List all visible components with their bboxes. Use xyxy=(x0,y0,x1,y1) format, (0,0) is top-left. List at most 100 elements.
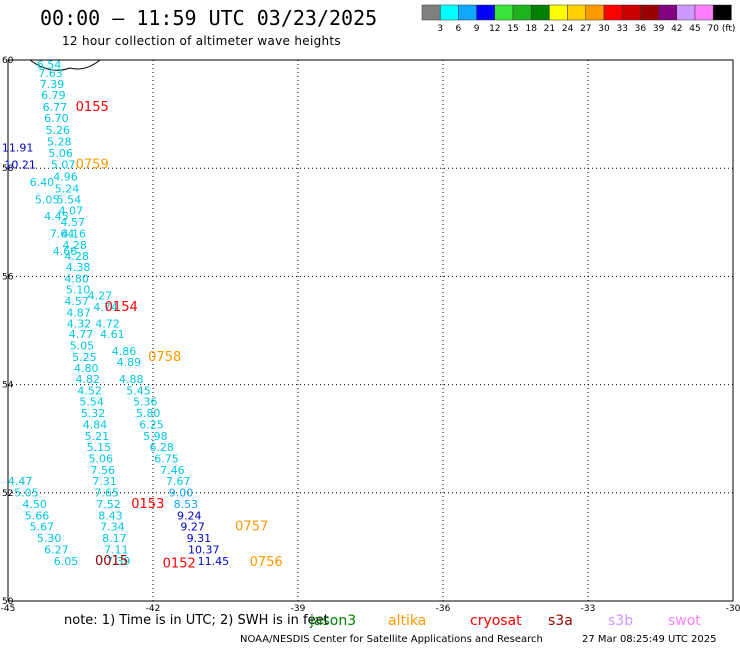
x-tick-label: -33 xyxy=(581,604,596,614)
wave-height-label: 5.98 xyxy=(143,430,168,443)
y-tick-label: 50 xyxy=(2,597,14,607)
credit-timestamp: 27 Mar 08:25:49 UTC 2025 xyxy=(582,634,717,645)
wave-height-label: 4.77 xyxy=(69,328,94,341)
grid-lines xyxy=(8,60,733,601)
colorbar-label: 36 xyxy=(635,24,647,34)
wave-height-label: 5.36 xyxy=(133,396,158,409)
x-tick-label: -30 xyxy=(726,604,740,614)
colorbar-swatch xyxy=(640,4,659,21)
x-tick-label: -36 xyxy=(436,604,451,614)
colorbar-label: 70 xyxy=(707,24,719,34)
wave-height-label: 6.79 xyxy=(41,89,66,102)
x-tick-label: -39 xyxy=(291,604,306,614)
wave-height-label: 5.24 xyxy=(55,183,80,196)
wave-height-label: 5.10 xyxy=(66,284,91,297)
y-tick-label: 56 xyxy=(2,272,14,282)
wave-height-label: 5.32 xyxy=(81,407,106,420)
colorbar-swatch xyxy=(494,4,514,21)
wave-height-label: 4.32 xyxy=(67,317,92,330)
pass-time-label: 0758 xyxy=(148,350,181,365)
colorbar-swatch xyxy=(585,4,605,21)
wave-height-label: 4.84 xyxy=(83,418,108,431)
wave-height-label: 11.45 xyxy=(198,555,230,568)
wave-height-label: 9.00 xyxy=(169,487,194,500)
wave-height-label: 6.54 xyxy=(37,59,62,72)
wave-height-label: 7.46 xyxy=(160,464,185,477)
wave-height-label: 5.28 xyxy=(47,135,72,148)
colorbar-label: 39 xyxy=(653,24,665,34)
wave-height-label: 6.75 xyxy=(154,453,179,466)
wave-height-label: 4.96 xyxy=(53,171,78,184)
colorbar-label: 21 xyxy=(544,24,555,34)
colorbar-swatch xyxy=(567,4,587,21)
colorbar-swatch xyxy=(621,4,641,21)
wave-height-label: 7.65 xyxy=(94,487,119,500)
colorbar-label: 6 xyxy=(456,24,462,34)
pass-time-label: 0757 xyxy=(235,520,268,535)
pass-time-label: 0155 xyxy=(76,100,109,115)
colorbar-swatch xyxy=(458,4,477,21)
colorbar-label: 12 xyxy=(489,24,500,34)
colorbar-swatch xyxy=(512,4,532,21)
wave-height-label: 4.52 xyxy=(77,384,102,397)
colorbar-swatch xyxy=(694,4,714,21)
wave-height-label: 4.87 xyxy=(66,306,91,319)
wave-height-label: 10.37 xyxy=(188,543,220,556)
colorbar-label: 24 xyxy=(562,24,574,34)
wave-height-label: 4.57 xyxy=(64,295,89,308)
footer-note: note: 1) Time is in UTC; 2) SWH is in fe… xyxy=(64,613,329,628)
wave-height-label: 5.30 xyxy=(37,532,62,545)
colorbar-label: 15 xyxy=(507,24,518,34)
colorbar-swatch xyxy=(476,4,496,21)
wave-height-label: 6.70 xyxy=(44,112,69,125)
colorbar-swatch xyxy=(712,4,732,21)
pass-time-label: 0152 xyxy=(163,556,196,571)
wave-height-label: 4.28 xyxy=(64,250,89,263)
y-tick-label: 52 xyxy=(2,489,13,499)
wave-height-label: 7.56 xyxy=(90,464,115,477)
colorbar-label: 18 xyxy=(525,24,537,34)
wave-height-label: 5.66 xyxy=(25,509,50,522)
wave-height-label: 4.61 xyxy=(100,328,125,341)
wave-height-label: 4.47 xyxy=(8,475,33,488)
wave-height-label: 6.77 xyxy=(43,101,68,114)
wave-height-label: 5.45 xyxy=(126,384,151,397)
wave-height-label: 4.16 xyxy=(61,227,86,240)
wave-height-label: 6.27 xyxy=(44,543,69,556)
colorbar-label: 3 xyxy=(437,24,443,34)
wave-height-label: 5.67 xyxy=(30,521,55,534)
colorbar-swatch xyxy=(421,4,441,21)
wave-height-label: 8.53 xyxy=(174,498,199,511)
wave-height-label: 8.17 xyxy=(102,532,127,545)
y-tick-label: 60 xyxy=(2,56,14,66)
wave-height-label: 4.27 xyxy=(88,290,113,303)
wave-height-label: 5.21 xyxy=(85,430,110,443)
wave-height-label: 4.50 xyxy=(22,498,47,511)
wave-height-label: 5.25 xyxy=(72,351,97,364)
colorbar-label: 45 xyxy=(689,24,700,34)
colorbar-label: 42 xyxy=(671,24,682,34)
wave-height-label: 5.54 xyxy=(79,396,104,409)
wave-height-label: 4.72 xyxy=(95,317,120,330)
y-tick-label: 58 xyxy=(2,164,14,174)
wave-height-label: 11.91 xyxy=(2,141,34,154)
wave-height-label: 4.80 xyxy=(74,362,99,375)
chart-title: 00:00 – 11:59 UTC 03/23/2025 xyxy=(40,6,378,30)
wave-height-label: 5.15 xyxy=(87,441,112,454)
wave-height-label: 5.05 xyxy=(14,487,39,500)
legend-item-swot: swot xyxy=(668,613,701,629)
wave-height-label: 4.80 xyxy=(64,272,89,285)
x-tick-label: -45 xyxy=(1,604,16,614)
wave-height-label: 6.05 xyxy=(54,555,79,568)
wave-height-label: 4.28 xyxy=(62,239,87,252)
wave-height-label: 4.66 xyxy=(53,245,78,258)
wave-height-label: 5.05 xyxy=(70,339,95,352)
colorbar-swatch xyxy=(676,4,696,21)
pass-time-label: 0756 xyxy=(250,555,283,570)
wave-height-label: 6.28 xyxy=(149,441,174,454)
wave-height-label: 5.26 xyxy=(46,124,71,137)
wave-height-label: 7.63 xyxy=(38,67,63,80)
wave-height-label: 7.39 xyxy=(106,555,131,568)
wave-height-label: 7.64 xyxy=(50,227,75,240)
